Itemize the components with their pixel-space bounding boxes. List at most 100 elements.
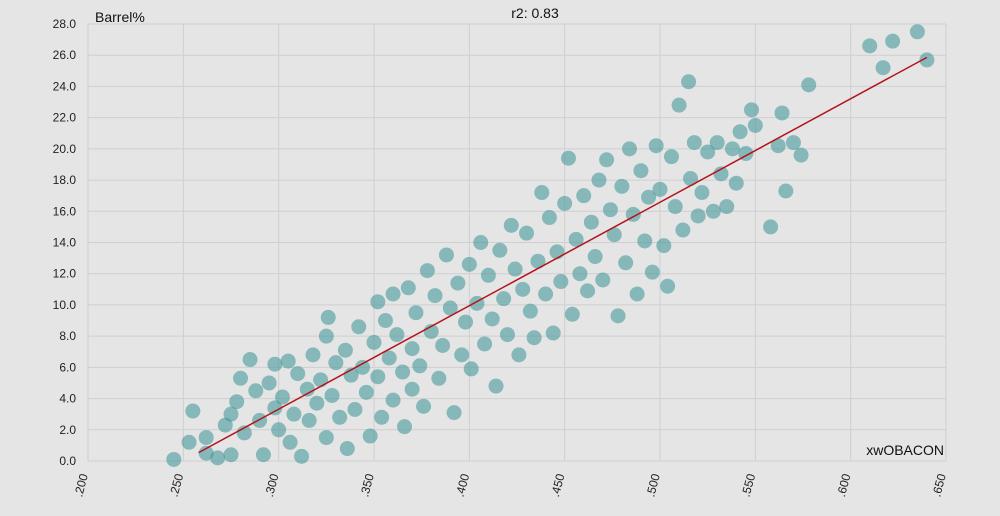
scatter-point	[587, 249, 603, 265]
y-tick-label: 22.0	[53, 111, 77, 125]
scatter-point	[332, 409, 348, 425]
scatter-point	[404, 341, 420, 357]
scatter-point	[294, 448, 310, 464]
scatter-point	[271, 422, 287, 438]
scatter-point	[351, 319, 367, 335]
scatter-point	[324, 387, 340, 403]
scatter-point	[700, 144, 716, 160]
scatter-point	[181, 434, 197, 450]
scatter-point	[614, 178, 630, 194]
scatter-point	[397, 419, 413, 435]
scatter-point	[641, 189, 657, 205]
scatter-point	[358, 384, 374, 400]
scatter-point	[511, 347, 527, 363]
scatter-point	[477, 336, 493, 352]
x-tick-label: .350	[357, 472, 377, 498]
scatter-point	[492, 242, 508, 258]
x-tick-label: .450	[548, 472, 568, 498]
scatter-point	[248, 383, 264, 399]
scatter-point	[618, 255, 634, 271]
scatter-point	[793, 147, 809, 163]
scatter-point	[461, 256, 477, 272]
scatter-point	[255, 447, 271, 463]
scatter-point	[458, 314, 474, 330]
scatter-point	[267, 356, 283, 372]
scatter-point	[683, 171, 699, 187]
scatter-point	[747, 117, 763, 133]
scatter-point	[499, 327, 515, 343]
x-tick-label: .250	[167, 472, 187, 498]
scatter-point	[564, 306, 580, 322]
scatter-point	[909, 24, 925, 40]
scatter-point	[919, 52, 935, 68]
y-tick-label: 18.0	[53, 173, 77, 187]
scatter-point	[318, 328, 334, 344]
scatter-point	[385, 392, 401, 408]
scatter-point	[370, 294, 386, 310]
y-tick-label: 6.0	[59, 360, 76, 374]
scatter-point	[267, 400, 283, 416]
scatter-point	[385, 286, 401, 302]
scatter-point	[763, 219, 779, 235]
scatter-point	[450, 275, 466, 291]
scatter-point	[519, 225, 535, 241]
scatter-point	[572, 266, 588, 282]
scatter-point	[463, 361, 479, 377]
scatter-point	[667, 199, 683, 215]
scatter-point	[728, 175, 744, 191]
x-tick-label: .550	[739, 472, 759, 498]
scatter-point	[427, 288, 443, 304]
scatter-point	[381, 350, 397, 366]
scatter-point	[446, 405, 462, 421]
scatter-point	[681, 74, 697, 90]
scatter-point	[785, 135, 801, 151]
trend-line	[198, 56, 928, 454]
scatter-point	[656, 238, 672, 254]
scatter-point	[534, 185, 550, 201]
scatter-point	[377, 313, 393, 329]
scatter-point	[709, 135, 725, 151]
scatter-point	[290, 366, 306, 382]
scatter-point	[633, 163, 649, 179]
scatter-point	[210, 450, 226, 466]
y-tick-label: 20.0	[53, 142, 77, 156]
y-tick-label: 10.0	[53, 298, 77, 312]
scatter-point	[648, 138, 664, 154]
scatter-point	[690, 208, 706, 224]
scatter-point	[223, 447, 239, 463]
scatter-point	[419, 263, 435, 279]
scatter-point	[274, 389, 290, 405]
scatter-point	[305, 347, 321, 363]
scatter-point	[732, 124, 748, 140]
y-tick-label: 26.0	[53, 48, 77, 62]
scatter-point	[526, 330, 542, 346]
scatter-point	[530, 253, 546, 269]
scatter-point	[484, 311, 500, 327]
scatter-point	[801, 77, 817, 93]
scatter-point	[309, 395, 325, 411]
scatter-point	[282, 434, 298, 450]
x-axis-title: xwOBACON	[866, 442, 944, 458]
scatter-point	[488, 378, 504, 394]
scatter-point	[875, 60, 891, 76]
scatter-point	[663, 149, 679, 165]
scatter-point	[313, 372, 329, 388]
scatter-point	[301, 412, 317, 428]
scatter-point	[560, 150, 576, 166]
scatter-point	[320, 309, 336, 325]
y-tick-label: 24.0	[53, 79, 77, 93]
scatter-point	[252, 412, 268, 428]
scatter-point	[223, 406, 239, 422]
x-tick-label: .600	[834, 472, 854, 498]
scatter-point	[395, 364, 411, 380]
scatter-point	[362, 428, 378, 444]
scatter-point	[355, 359, 371, 375]
scatter-point	[599, 152, 615, 168]
scatter-point	[602, 202, 618, 218]
scatter-point	[719, 199, 735, 215]
scatter-point	[774, 105, 790, 121]
scatter-point	[629, 286, 645, 302]
scatter-point	[198, 445, 214, 461]
scatter-point	[412, 358, 428, 374]
